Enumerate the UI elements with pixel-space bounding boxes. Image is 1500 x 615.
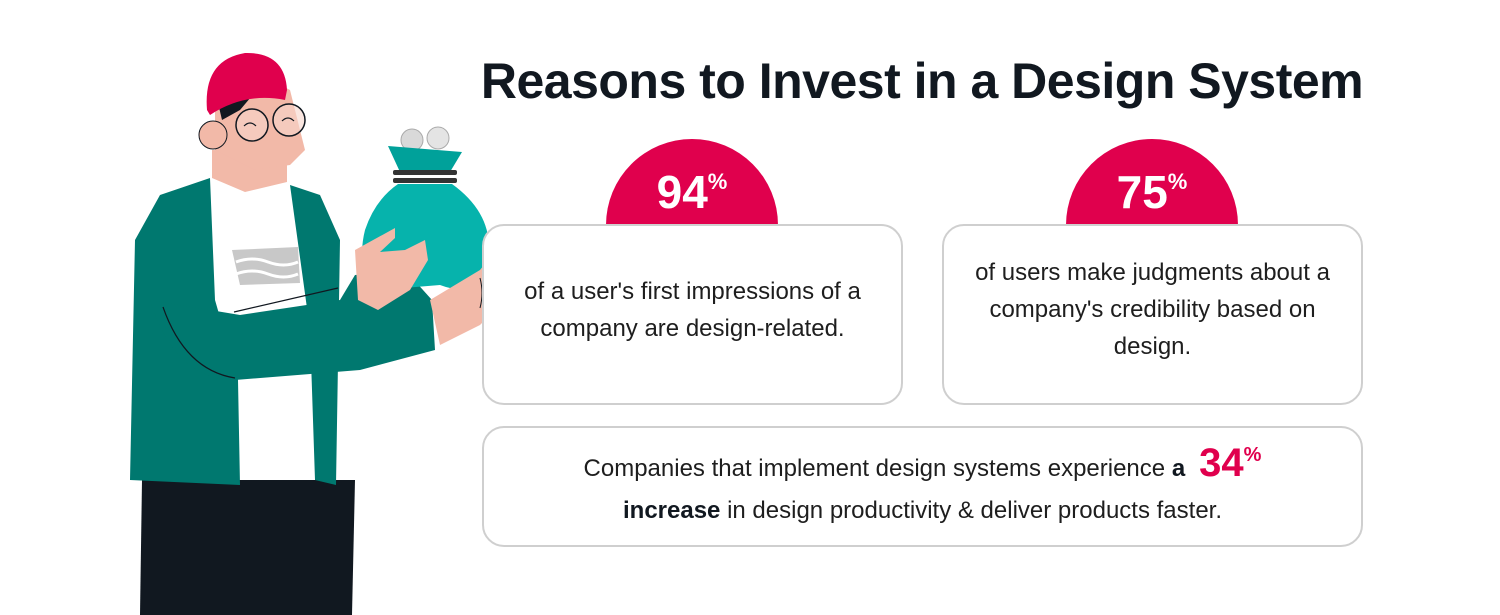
man-holding-money-bag-illustration <box>130 52 515 615</box>
stat-badge-75: 75% <box>1066 139 1238 225</box>
stat-value: 75% <box>1116 166 1188 218</box>
stat-text: of a user's first impressions of a compa… <box>524 277 861 342</box>
stat-value: 94% <box>656 166 728 218</box>
footer-stat-text: Companies that implement design systems … <box>583 440 1262 524</box>
stat-card-first-impressions: of a user's first impressions of a compa… <box>482 224 903 405</box>
highlight-value: 34% <box>1199 440 1262 485</box>
stat-text: of users make judgments about a company'… <box>975 259 1330 360</box>
page-title: Reasons to Invest in a Design System <box>480 53 1364 109</box>
stat-badge-94: 94% <box>606 139 778 225</box>
stat-card-credibility: of users make judgments about a company'… <box>942 224 1363 405</box>
stat-card-productivity: Companies that implement design systems … <box>482 426 1363 547</box>
